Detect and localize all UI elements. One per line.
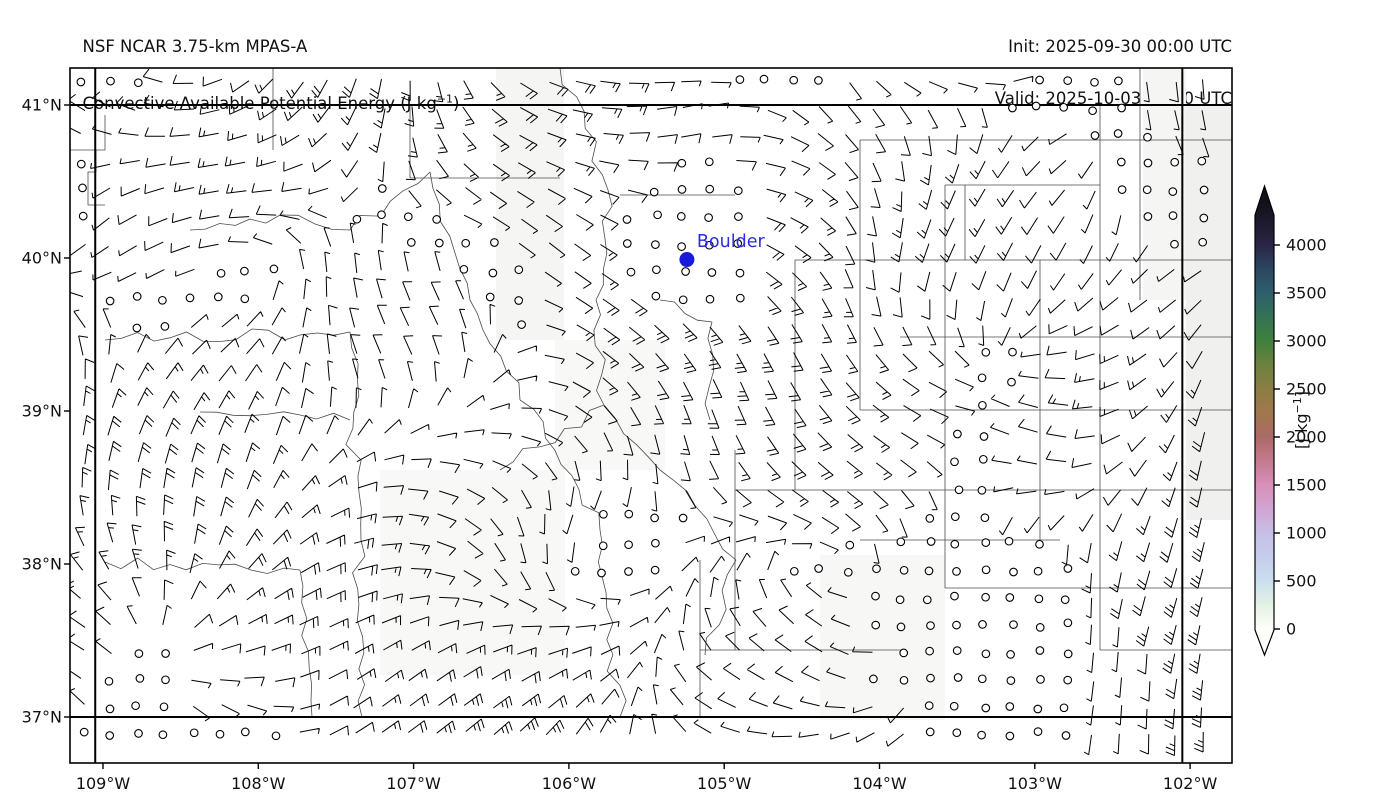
y-tick-label: 37°N: [21, 707, 62, 727]
x-tick-label: 105°W: [697, 774, 752, 793]
colorbar-unit-label: [J kg−1]: [1290, 391, 1312, 449]
x-tick-label: 107°W: [386, 774, 441, 793]
x-tick-label: 104°W: [852, 774, 907, 793]
y-tick-label: 38°N: [21, 554, 62, 574]
plot-title: NSF NCAR 3.75-km MPAS-A Convective Avail…: [72, 8, 460, 117]
cape-shading: [380, 68, 1232, 720]
colorbar: [1254, 184, 1275, 657]
boulder-marker: [679, 252, 695, 268]
wind-barbs: [70, 68, 1210, 756]
variable-name: Convective Available Potential Energy (J…: [82, 92, 460, 113]
colorbar-tick-label: 500: [1286, 571, 1317, 591]
colorbar-ticks: [1274, 244, 1280, 630]
x-tick-label: 103°W: [1007, 774, 1062, 793]
x-tick-label: 108°W: [231, 774, 286, 793]
colorbar-tick-label: 0: [1286, 619, 1297, 639]
axis-ticks: [64, 104, 1191, 769]
model-name: NSF NCAR 3.75-km MPAS-A: [82, 37, 308, 56]
colorbar-tick-label: 4000: [1286, 235, 1327, 255]
y-tick-label: 41°N: [21, 95, 62, 115]
x-tick-label: 106°W: [541, 774, 597, 793]
colorbar-tick-label: 3500: [1286, 283, 1327, 303]
colorbar-tick-label: 2000: [1286, 427, 1327, 447]
colorbar-tick-label: 3000: [1286, 331, 1327, 351]
colorbar-tick-label: 2500: [1286, 379, 1327, 399]
init-time: Init: 2025-09-30 00:00 UTC: [1008, 37, 1232, 56]
y-tick-label: 39°N: [21, 401, 62, 421]
colorbar-tick-label: 1500: [1286, 475, 1327, 495]
city-label-boulder: Boulder: [696, 231, 765, 252]
y-tick-label: 40°N: [21, 248, 62, 268]
x-tick-label: 102°W: [1162, 774, 1218, 793]
colorbar-tick-label: 1000: [1286, 523, 1327, 543]
map-frame: [69, 67, 1233, 764]
x-tick-label: 109°W: [75, 774, 131, 793]
